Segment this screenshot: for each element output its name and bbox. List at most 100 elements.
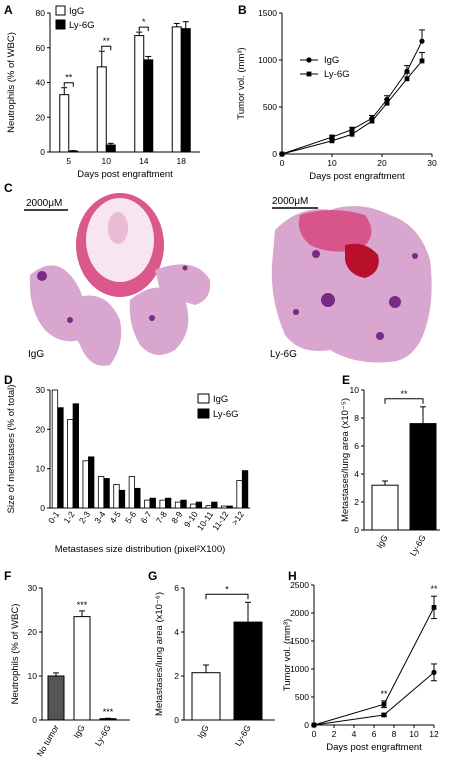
- chart-d-bar: [88, 456, 95, 509]
- chart-h-sig-label: **: [380, 689, 388, 699]
- chart-d-bar: [149, 497, 156, 509]
- histo-right-metastasis-4: [389, 296, 401, 308]
- chart-d-bar: [57, 407, 64, 509]
- chart-d-bar: [241, 470, 249, 509]
- chart-a-ytick-label: 20: [36, 112, 46, 122]
- chart-d-bar: [113, 483, 120, 509]
- chart-e-ytick-label: 2: [354, 497, 359, 507]
- histo-right-metastasis-2: [321, 293, 335, 307]
- chart-h: 0 500 1000 1500 2000 2500 Tumor vol. (mm³) 0 2 4 6…: [282, 580, 439, 753]
- chart-b-point: [349, 131, 355, 137]
- chart-a-ytick-label: 0: [40, 147, 45, 157]
- chart-a-xtick-label: 10: [102, 156, 112, 166]
- chart-d-bar: [205, 505, 212, 509]
- chart-b: 0 500 1000 1500 Tumor vol. (mm³) 0 10 20 30 Days …: [236, 8, 437, 182]
- chart-b-point: [404, 68, 410, 74]
- chart-d-bar: [97, 476, 105, 509]
- chart-a-bar: [68, 150, 79, 153]
- chart-a-legend-label: Ly-6G: [69, 20, 95, 31]
- histo-right-metastasis-1: [312, 250, 320, 258]
- chart-e-bar: [371, 484, 399, 531]
- panel-letter-a: A: [4, 3, 13, 17]
- chart-d-ytick-label: 0: [40, 503, 45, 513]
- chart-d-bar: [82, 460, 89, 509]
- chart-d-bar: [164, 497, 172, 509]
- chart-h-xlabel: Days post engraftment: [326, 742, 422, 753]
- panel-letter-d: D: [4, 373, 13, 387]
- histology-left-image: 2000μM IgG: [24, 193, 211, 366]
- chart-h-point: [431, 669, 437, 675]
- chart-e-bar: [409, 423, 437, 531]
- chart-d-bar: [51, 389, 59, 509]
- panel-letter-g: G: [148, 569, 157, 583]
- chart-a-bar: [96, 66, 107, 153]
- chart-g-sig-label: *: [225, 584, 229, 594]
- chart-a-bar: [134, 35, 145, 153]
- chart-g-bar: [191, 672, 221, 721]
- chart-a-bar: [105, 144, 116, 153]
- panel-letter-b: B: [238, 3, 247, 17]
- chart-a: 0 20 40 60 80 Neutrophils (% of WBC) 5 ** 10 ** 14…: [6, 5, 200, 180]
- chart-b-ylabel: Tumor vol. (mm³): [236, 47, 247, 119]
- histo-left-heart-core: [108, 212, 128, 244]
- histo-right-scale-text: 2000μM: [272, 196, 308, 207]
- chart-h-ytick-label: 1500: [290, 636, 309, 646]
- chart-a-xlabel: Days post engraftment: [77, 169, 173, 180]
- chart-h-point: [311, 722, 317, 728]
- chart-h-point: [431, 605, 437, 610]
- chart-a-sig-bracket: [101, 45, 112, 51]
- chart-f-bar: [73, 616, 91, 721]
- chart-d-ytick-label: 10: [36, 464, 46, 474]
- chart-b-point: [419, 58, 425, 64]
- chart-d-bar: [180, 499, 187, 509]
- histo-right-label: Ly-6G: [270, 349, 297, 360]
- chart-f-ylabel: Neutrophils (% of WBC): [10, 604, 21, 705]
- chart-a-sig-label: *: [142, 17, 146, 27]
- panel-letter-e: E: [342, 373, 350, 387]
- chart-d-bar: [159, 499, 166, 509]
- histology-right-image: 2000μM Ly-6G: [270, 196, 432, 363]
- histo-right-metastasis-6: [412, 253, 418, 259]
- panel-letter-f: F: [4, 569, 11, 583]
- panel-letter-c: C: [4, 181, 13, 195]
- chart-b-ytick-label: 1000: [258, 55, 277, 65]
- chart-a-sig-bracket: [63, 82, 74, 87]
- histo-left-metastasis-2: [67, 317, 73, 323]
- chart-a-sig-label: **: [65, 73, 73, 83]
- chart-e-sig-bracket: [384, 398, 424, 404]
- chart-h-ytick-label: 1000: [290, 664, 309, 674]
- chart-a-legend-label: IgG: [69, 6, 84, 17]
- chart-g-ytick-label: 4: [174, 627, 179, 637]
- histo-left-lobe-2: [70, 295, 122, 366]
- chart-h-xtick-label: 2: [332, 729, 337, 739]
- chart-d-bar: [103, 478, 110, 509]
- chart-b-point: [369, 118, 375, 124]
- chart-d-bar: [174, 501, 182, 509]
- chart-b-point: [329, 138, 335, 144]
- chart-b-point: [329, 134, 335, 140]
- chart-f-bar: [99, 718, 117, 721]
- chart-a-ytick-label: 60: [36, 43, 46, 53]
- chart-d-legend-swatch: [197, 408, 210, 419]
- panel-letter-h: H: [288, 569, 297, 583]
- chart-e-ylabel: Metastases/lung area (x10⁻⁵): [340, 398, 351, 522]
- chart-d-legend-label: IgG: [213, 394, 228, 405]
- chart-a-bar: [143, 59, 154, 153]
- chart-f-bar: [47, 675, 65, 721]
- histo-left-metastasis-3: [149, 315, 155, 321]
- chart-d-bar: [221, 505, 228, 509]
- chart-d-bar: [72, 403, 79, 509]
- chart-b-ytick-label: 1500: [258, 8, 277, 18]
- chart-g-bar: [233, 621, 263, 721]
- chart-b-ytick-label: 500: [263, 102, 277, 112]
- chart-h-ytick-label: 2000: [290, 608, 309, 618]
- chart-b-point: [419, 38, 425, 44]
- chart-d-legend-label: Ly-6G: [213, 409, 239, 420]
- histo-right-metastasis-5: [376, 332, 384, 340]
- chart-a-ylabel: Neutrophils (% of WBC): [6, 32, 17, 133]
- chart-d-bar: [67, 419, 74, 509]
- chart-d-ylabel: Size of metastases (% of total): [6, 385, 17, 514]
- chart-h-xtick-label: 10: [409, 729, 419, 739]
- chart-b-point: [279, 151, 285, 157]
